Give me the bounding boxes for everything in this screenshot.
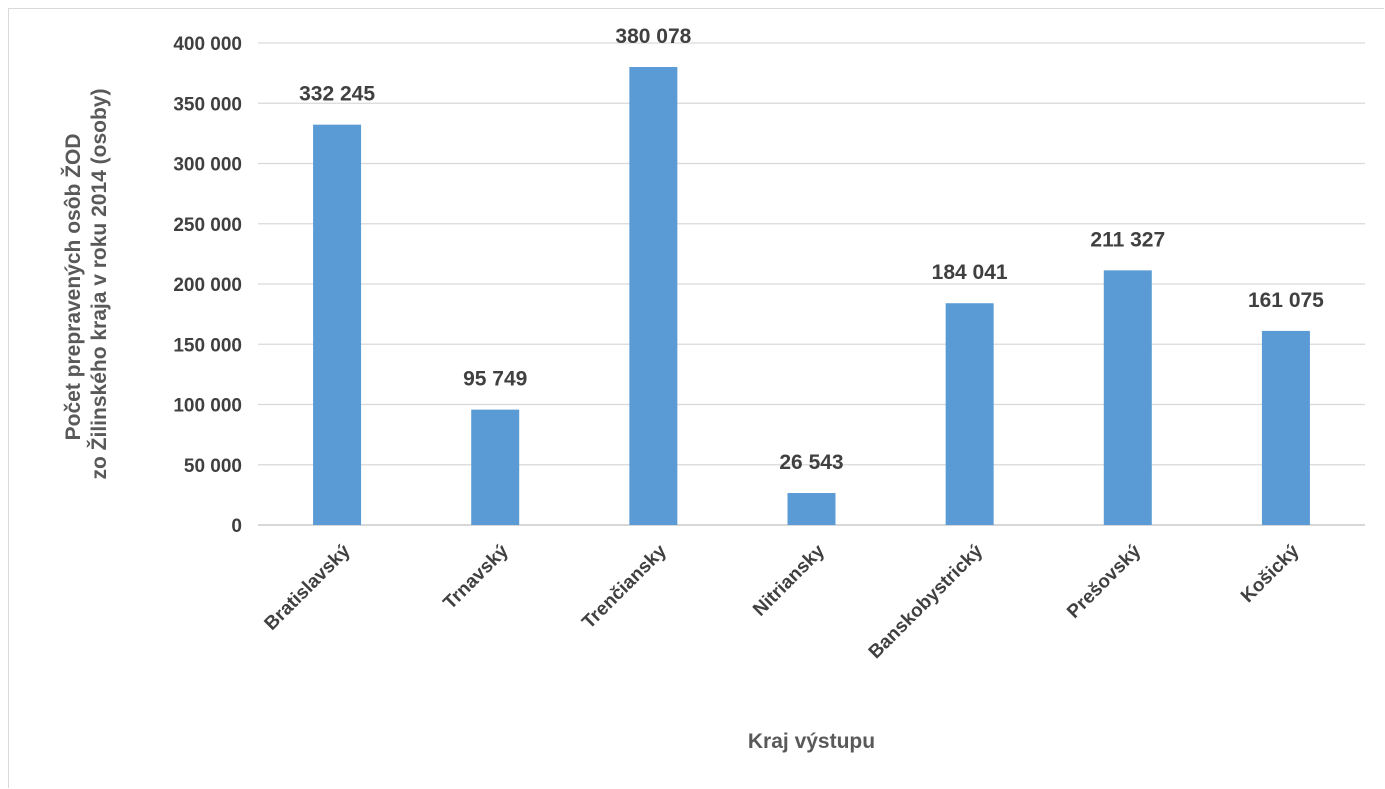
x-category-labels: Bratislavský Trnavský Trenčiansky Nitriansk… <box>261 540 1304 663</box>
bar <box>629 67 678 525</box>
y-tick-label: 400 000 <box>173 34 242 55</box>
data-label: 161 075 <box>1248 289 1324 312</box>
chart-frame <box>8 8 1384 788</box>
data-label: 184 041 <box>932 261 1008 284</box>
x-category-label: Košický <box>1237 540 1304 607</box>
bar <box>471 409 520 525</box>
x-category-label: Nitriansky <box>749 540 829 620</box>
y-tick-label: 200 000 <box>173 275 242 296</box>
x-category-label: Bratislavský <box>261 540 355 634</box>
data-labels: 332 245 95 749 380 078 26 543 184 041 211 327… <box>299 25 1324 474</box>
y-tick-label: 300 000 <box>173 155 242 176</box>
y-tick-labels: 0 50 000 100 000 150 000 200 000 250 000 300 0… <box>173 34 242 537</box>
y-tick-label: 350 000 <box>173 94 242 115</box>
y-tick-label: 50 000 <box>184 456 242 477</box>
bars <box>313 67 1310 525</box>
y-axis-title-line-1: Počet prepravených osôb ŽOD <box>61 133 85 440</box>
bar <box>945 303 994 525</box>
x-category-label: Prešovský <box>1063 540 1145 622</box>
bar <box>787 493 836 525</box>
y-tick-label: 150 000 <box>173 335 242 356</box>
x-category-label: Trnavský <box>440 540 513 613</box>
data-label: 26 543 <box>779 451 843 474</box>
data-label: 332 245 <box>299 83 375 106</box>
bar <box>1103 270 1152 525</box>
data-label: 380 078 <box>615 25 691 48</box>
data-label: 95 749 <box>463 368 527 391</box>
y-tick-label: 100 000 <box>173 396 242 417</box>
x-axis-title: Kraj výstupu <box>748 730 875 753</box>
bar <box>313 124 362 525</box>
x-category-label: Trenčiansky <box>578 540 671 633</box>
bar <box>1261 330 1310 525</box>
y-axis-title: Počet prepravených osôb ŽOD zo Žilinskéh… <box>61 89 111 480</box>
y-tick-label: 250 000 <box>173 215 242 236</box>
y-tick-label: 0 <box>231 516 242 537</box>
x-category-label: Banskobystrický <box>865 540 988 663</box>
data-label: 211 327 <box>1090 228 1165 251</box>
y-axis-title-line-2: zo Žilinského kraja v roku 2014 (osoby) <box>87 89 111 480</box>
